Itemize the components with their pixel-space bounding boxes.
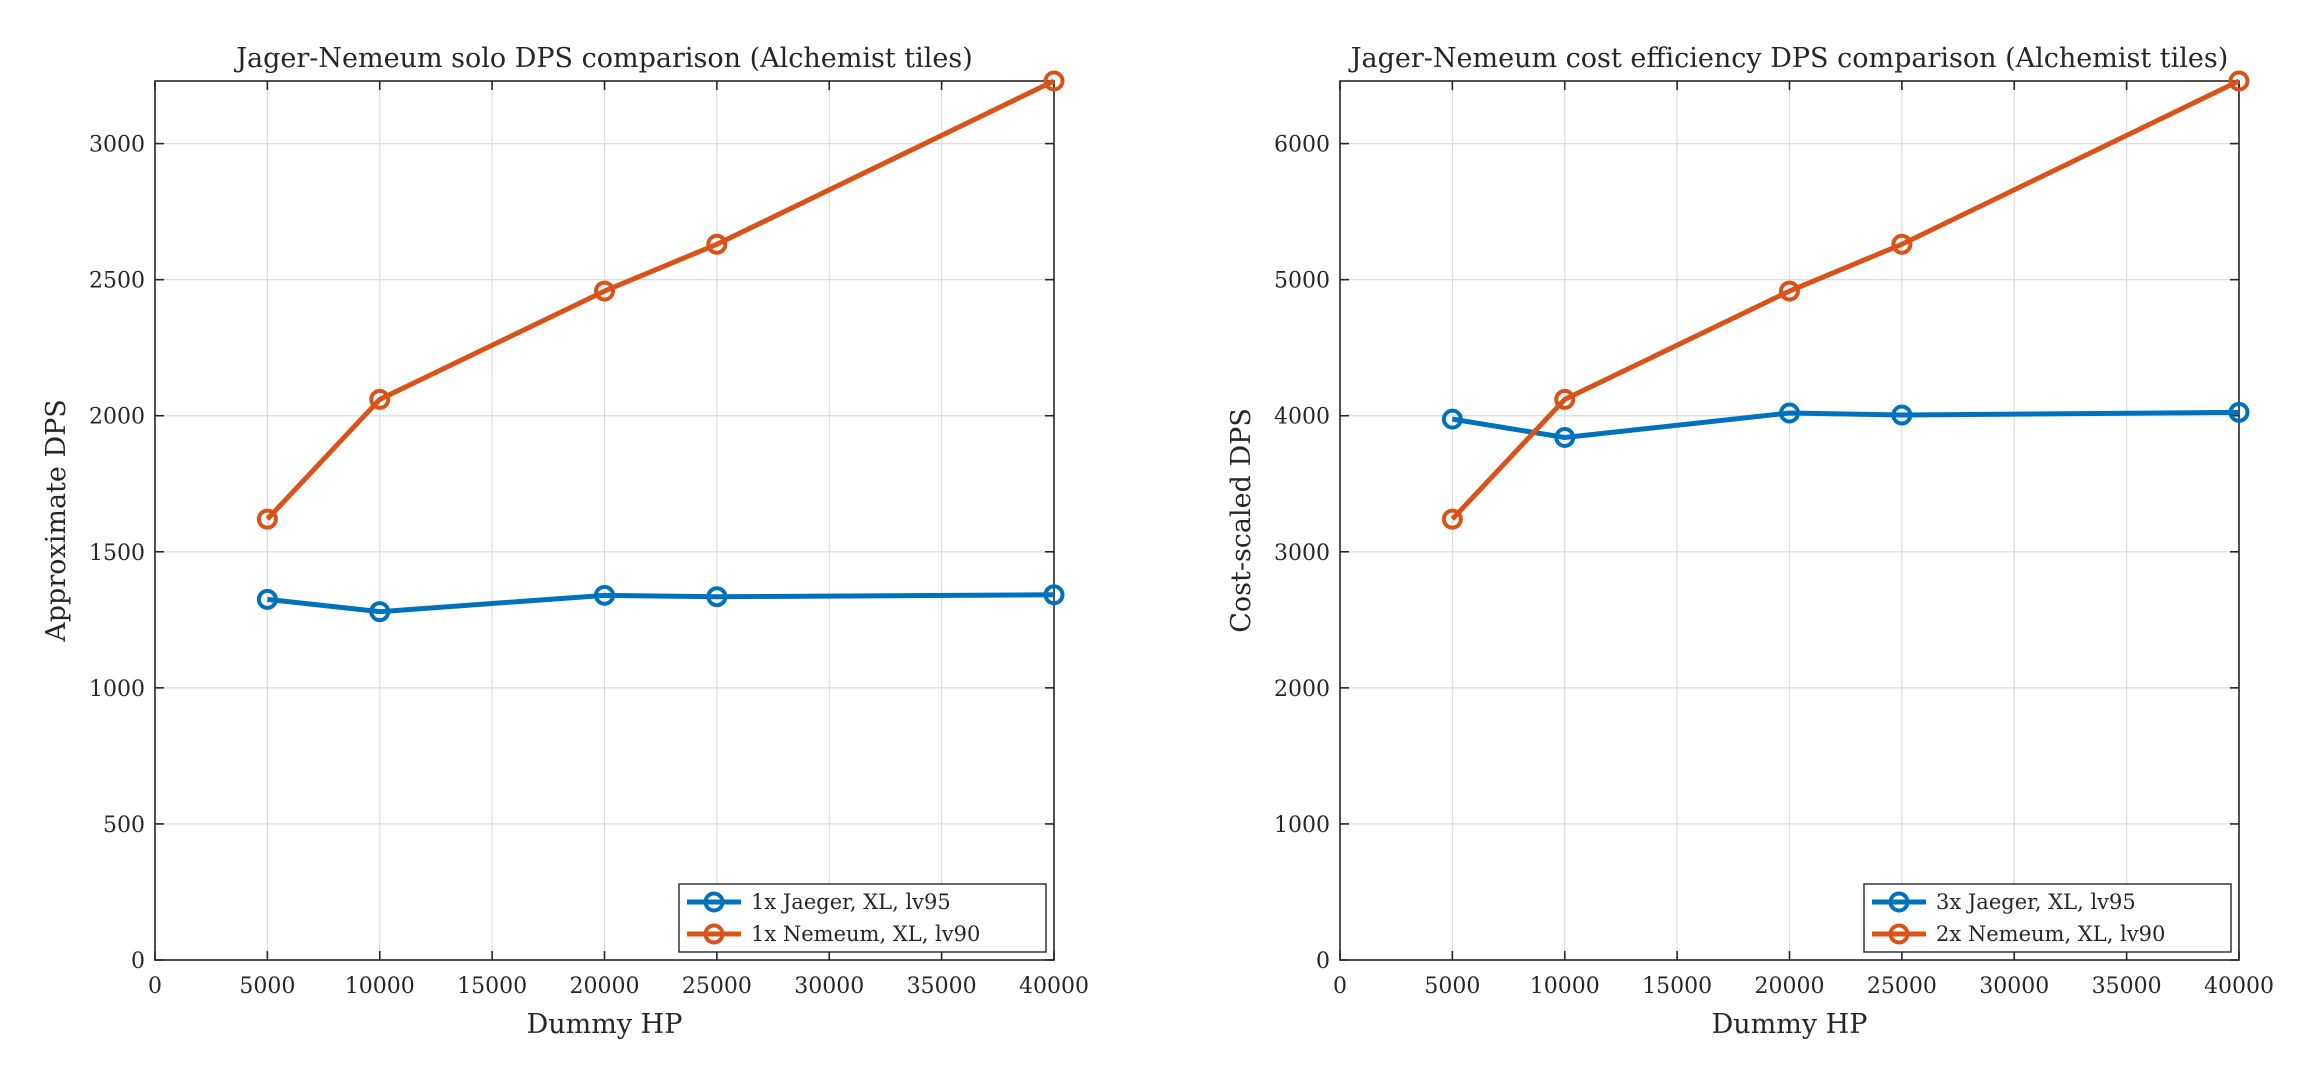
legend-label: 1x Jaeger, XL, lv95 bbox=[751, 890, 951, 914]
legend-marker-icon bbox=[703, 891, 725, 913]
data-point bbox=[1891, 233, 1913, 255]
legend-box bbox=[1863, 883, 2232, 953]
legend-marker-icon bbox=[703, 923, 725, 945]
y-tick-label: 2500 bbox=[89, 269, 145, 294]
legend-item: 1x Jaeger, XL, lv95 bbox=[687, 890, 951, 914]
x-axis-label: Dummy HP bbox=[1712, 1009, 1868, 1040]
y-tick-label: 2000 bbox=[1274, 677, 1330, 702]
data-point bbox=[1043, 70, 1065, 92]
data-point bbox=[706, 586, 728, 608]
data-point bbox=[1891, 404, 1913, 426]
data-point bbox=[369, 388, 391, 410]
legend-marker-icon bbox=[1888, 891, 1910, 913]
x-tick-label: 25000 bbox=[682, 974, 752, 999]
data-point bbox=[706, 233, 728, 255]
y-tick-label: 5000 bbox=[1274, 269, 1330, 294]
series-line bbox=[265, 78, 1056, 521]
data-point bbox=[256, 588, 278, 610]
data-point bbox=[594, 280, 615, 302]
data-point bbox=[369, 601, 391, 623]
series-2 bbox=[256, 70, 1065, 530]
x-tick-label: 40000 bbox=[1019, 974, 1089, 999]
legend-item: 2x Nemeum, XL, lv90 bbox=[1872, 922, 2165, 946]
y-tick-label: 1500 bbox=[89, 541, 145, 566]
data-point bbox=[1554, 426, 1576, 448]
x-tick-label: 40000 bbox=[2204, 974, 2274, 999]
data-point bbox=[1779, 280, 1800, 302]
data-point bbox=[1441, 408, 1463, 430]
data-point bbox=[1441, 508, 1463, 530]
x-tick-label: 35000 bbox=[2092, 974, 2162, 999]
x-axis-label: Dummy HP bbox=[527, 1009, 683, 1040]
x-tick-label: 15000 bbox=[457, 974, 527, 999]
legend-item: 3x Jaeger, XL, lv95 bbox=[1872, 890, 2136, 914]
x-tick-label: 30000 bbox=[1979, 974, 2049, 999]
series-2 bbox=[1441, 70, 2250, 530]
grid bbox=[1340, 81, 2239, 960]
series-line bbox=[267, 592, 1055, 615]
legend-box bbox=[678, 883, 1047, 953]
y-tick-label: 3000 bbox=[1274, 541, 1330, 566]
chart-panel-2: 0 5000 10000 15000 20000 25000 30000 35000 40000… bbox=[1226, 43, 2274, 1040]
x-tick-label: 0 bbox=[1333, 974, 1347, 999]
data-point bbox=[2228, 401, 2250, 423]
y-tick-label: 0 bbox=[1316, 949, 1330, 974]
chart-title: Jager-Nemeum solo DPS comparison (Alchem… bbox=[233, 43, 973, 74]
data-point bbox=[1554, 388, 1576, 410]
y-tick-label: 2000 bbox=[89, 405, 145, 430]
x-tick-label: 20000 bbox=[1755, 974, 1825, 999]
x-tick-label: 0 bbox=[148, 974, 162, 999]
y-tick-label: 6000 bbox=[1274, 133, 1330, 158]
data-point bbox=[256, 508, 278, 530]
legend-label: 3x Jaeger, XL, lv95 bbox=[1936, 890, 2136, 914]
data-point bbox=[1043, 584, 1065, 606]
y-tick-label: 0 bbox=[131, 949, 145, 974]
y-tick-label: 500 bbox=[103, 813, 145, 838]
x-tick-label: 25000 bbox=[1867, 974, 1937, 999]
data-point bbox=[2228, 70, 2250, 92]
x-tick-label: 10000 bbox=[345, 974, 415, 999]
legend-item: 1x Nemeum, XL, lv90 bbox=[687, 922, 980, 946]
series-1 bbox=[1441, 401, 2250, 448]
series-1 bbox=[256, 584, 1065, 623]
x-tick-label: 10000 bbox=[1530, 974, 1600, 999]
legend: 1x Jaeger, XL, lv95 1x Nemeum, XL, lv90 bbox=[678, 883, 1047, 953]
series-line bbox=[1450, 78, 2241, 521]
chart-title: Jager-Nemeum cost efficiency DPS compari… bbox=[1348, 43, 2229, 74]
y-axis-label: Cost-scaled DPS bbox=[1226, 408, 1257, 633]
x-tick-label: 5000 bbox=[1424, 974, 1480, 999]
y-axis-label: Approximate DPS bbox=[41, 399, 72, 643]
series-line bbox=[1451, 409, 2240, 440]
legend: 3x Jaeger, XL, lv95 2x Nemeum, XL, lv90 bbox=[1863, 883, 2232, 953]
data-point bbox=[1779, 402, 1800, 424]
x-tick-label: 30000 bbox=[794, 974, 864, 999]
chart-panel-1: 0 5000 10000 15000 20000 25000 30000 35000 40000… bbox=[41, 43, 1089, 1040]
x-tick-label: 20000 bbox=[570, 974, 640, 999]
y-tick-label: 1000 bbox=[89, 677, 145, 702]
y-tick-label: 4000 bbox=[1274, 405, 1330, 430]
grid bbox=[155, 81, 1054, 960]
legend-label: 2x Nemeum, XL, lv90 bbox=[1936, 922, 2165, 946]
x-tick-label: 5000 bbox=[239, 974, 295, 999]
legend-marker-icon bbox=[1888, 923, 1910, 945]
y-tick-label: 1000 bbox=[1274, 813, 1330, 838]
x-tick-label: 35000 bbox=[907, 974, 977, 999]
x-tick-label: 15000 bbox=[1642, 974, 1712, 999]
y-tick-label: 3000 bbox=[89, 133, 145, 158]
legend-label: 1x Nemeum, XL, lv90 bbox=[751, 922, 980, 946]
data-point bbox=[594, 584, 615, 606]
